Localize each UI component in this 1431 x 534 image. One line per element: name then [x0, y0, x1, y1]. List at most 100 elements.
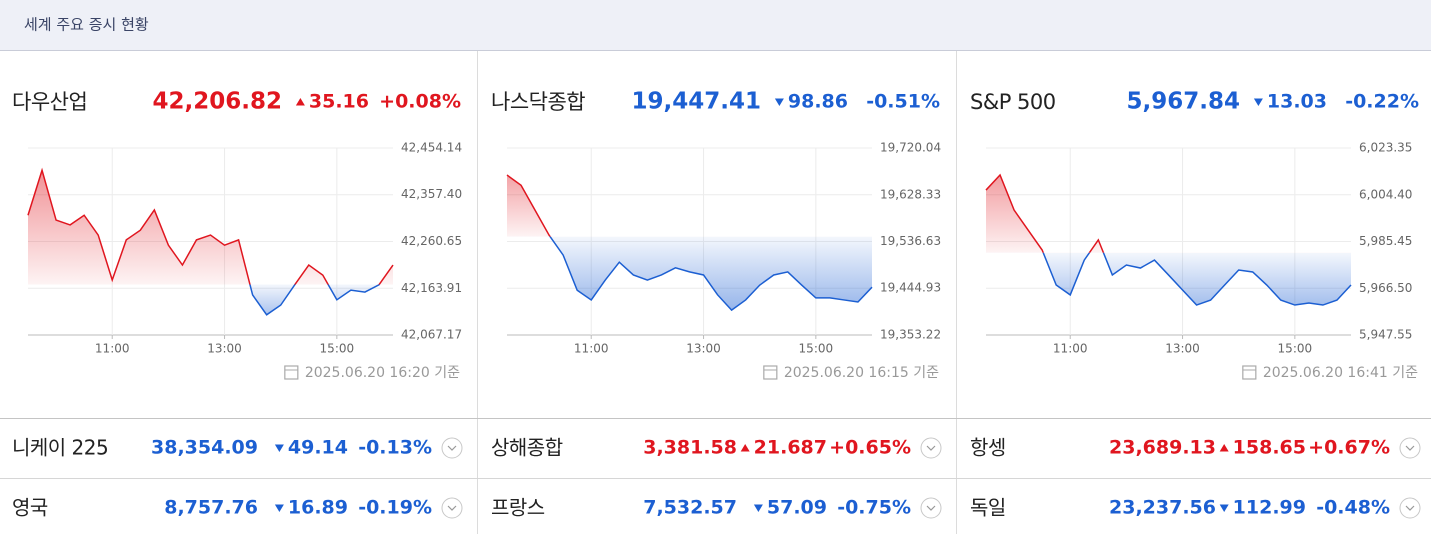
index-change-pct: -0.13% — [358, 437, 432, 459]
expand-button — [920, 497, 942, 519]
x-tick-label: 15:00 — [799, 342, 834, 356]
x-tick-label: 13:00 — [1165, 342, 1200, 356]
line-down — [249, 284, 381, 316]
index-name: S&P 500 — [970, 90, 1056, 114]
index-price: 38,354.09 — [151, 437, 258, 459]
index-price: 42,206.82 — [153, 89, 283, 115]
expand-button — [441, 497, 463, 519]
index-name: 다우산업 — [12, 90, 87, 114]
y-tick-label: 19,628.33 — [880, 187, 941, 201]
expand-button — [1399, 497, 1421, 519]
index-price: 3,381.58 — [643, 437, 737, 459]
expand-chevron — [447, 505, 457, 511]
header-bar — [0, 0, 1431, 50]
updated-time: 2025.06.20 16:20 기준 — [305, 365, 460, 381]
updated-time: 2025.06.20 16:15 기준 — [784, 365, 939, 381]
calendar-icon — [763, 365, 778, 380]
direction-triangle — [1219, 504, 1229, 512]
expand-chevron — [926, 445, 936, 451]
index-change-pct: -0.22% — [1345, 91, 1419, 113]
y-tick-label: 5,947.55 — [1359, 328, 1412, 342]
x-tick-label: 11:00 — [574, 342, 609, 356]
index-change-pct: -0.75% — [837, 497, 911, 519]
expand-button — [1399, 437, 1421, 459]
index-name: 항셍 — [970, 436, 1006, 460]
index-name: 나스닥종합 — [491, 90, 585, 114]
index-change: 49.14 — [288, 437, 348, 459]
index-name: 니케이 225 — [12, 436, 108, 460]
x-tick-label: 11:00 — [95, 342, 130, 356]
index-price: 7,532.57 — [643, 497, 737, 519]
x-tick-label: 13:00 — [686, 342, 721, 356]
area-down — [507, 236, 872, 311]
index-name: 프랑스 — [491, 496, 545, 520]
y-tick-label: 5,985.45 — [1359, 234, 1412, 248]
line-down — [549, 236, 873, 312]
x-tick-label: 13:00 — [207, 342, 242, 356]
index-price: 5,967.84 — [1127, 89, 1241, 115]
expand-chevron — [1405, 445, 1415, 451]
x-tick-label: 15:00 — [1278, 342, 1313, 356]
area-up — [507, 175, 551, 237]
index-change: 57.09 — [767, 497, 827, 519]
index-price: 23,237.56 — [1109, 497, 1216, 519]
line-up — [27, 167, 394, 285]
index-change-pct: -0.19% — [358, 497, 432, 519]
y-tick-label: 42,067.17 — [401, 328, 462, 342]
header-title: 세계 주요 증시 현황 — [24, 16, 149, 34]
y-tick-label: 5,966.50 — [1359, 281, 1412, 295]
y-tick-label: 19,536.63 — [880, 234, 941, 248]
x-tick-label: 15:00 — [320, 342, 355, 356]
direction-triangle — [740, 444, 750, 452]
y-tick-label: 42,357.40 — [401, 187, 462, 201]
index-change: 98.86 — [788, 91, 848, 113]
calendar-icon — [284, 365, 299, 380]
updated-time: 2025.06.20 16:41 기준 — [1263, 365, 1418, 381]
index-change: 35.16 — [309, 91, 369, 113]
index-name: 영국 — [12, 496, 48, 520]
direction-triangle — [274, 504, 284, 512]
line-down — [1042, 252, 1352, 306]
index-change-pct: -0.51% — [866, 91, 940, 113]
index-change-pct: +0.65% — [829, 437, 911, 459]
index-name: 상해종합 — [491, 436, 563, 460]
index-change-pct: +0.67% — [1308, 437, 1390, 459]
y-tick-label: 6,004.40 — [1359, 187, 1412, 201]
index-change-pct: -0.48% — [1316, 497, 1390, 519]
direction-triangle — [1219, 444, 1229, 452]
index-price: 19,447.41 — [632, 89, 762, 115]
area-down — [986, 252, 1351, 306]
expand-chevron — [447, 445, 457, 451]
index-change-pct: +0.08% — [379, 91, 461, 113]
area-up — [28, 170, 393, 285]
direction-triangle — [1253, 98, 1263, 106]
index-price: 23,689.13 — [1109, 437, 1216, 459]
y-tick-label: 42,260.65 — [401, 234, 462, 248]
index-change: 112.99 — [1233, 497, 1306, 519]
index-change: 16.89 — [288, 497, 348, 519]
calendar-icon — [1242, 365, 1257, 380]
y-tick-label: 42,454.14 — [401, 141, 462, 155]
direction-triangle — [753, 504, 763, 512]
direction-triangle — [295, 98, 305, 106]
direction-triangle — [774, 98, 784, 106]
y-tick-label: 19,444.93 — [880, 281, 941, 295]
index-change: 21.687 — [754, 437, 827, 459]
expand-button — [920, 437, 942, 459]
index-name: 독일 — [970, 496, 1006, 520]
index-change: 158.65 — [1233, 437, 1306, 459]
y-tick-label: 42,163.91 — [401, 281, 462, 295]
x-tick-label: 11:00 — [1053, 342, 1088, 356]
y-tick-label: 19,353.22 — [880, 328, 941, 342]
direction-triangle — [274, 444, 284, 452]
area-up — [986, 175, 1104, 253]
index-change: 13.03 — [1267, 91, 1327, 113]
expand-button — [441, 437, 463, 459]
expand-chevron — [1405, 505, 1415, 511]
index-price: 8,757.76 — [164, 497, 258, 519]
y-tick-label: 6,023.35 — [1359, 141, 1412, 155]
y-tick-label: 19,720.04 — [880, 141, 941, 155]
expand-chevron — [926, 505, 936, 511]
